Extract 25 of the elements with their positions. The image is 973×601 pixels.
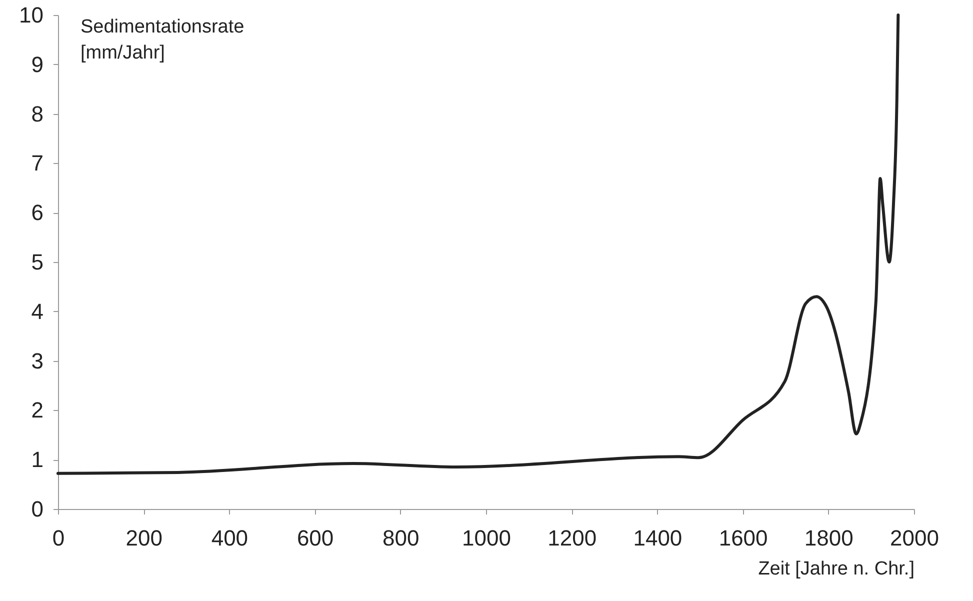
- y-tick-label: 10: [19, 2, 44, 28]
- y-tick-label: 5: [31, 250, 44, 274]
- y-tick-label: 6: [31, 200, 44, 226]
- x-axis-title: Zeit [Jahre n. Chr.]: [758, 558, 914, 580]
- x-tick-label: 1600: [718, 526, 768, 550]
- x-tick-label: 1200: [548, 526, 597, 550]
- x-tick-label: 800: [382, 526, 420, 550]
- x-tick-label: 200: [126, 526, 162, 550]
- x-tick-label: 400: [211, 526, 248, 550]
- line-series: [56, 14, 900, 475]
- y-axis-title: Sedimentationsrate [mm/Jahr]: [80, 16, 244, 64]
- y-tick-label: 9: [31, 52, 44, 77]
- y-tick-label: 7: [31, 150, 44, 176]
- y-tick-label: 4: [31, 298, 44, 324]
- y-tick-label: 2: [31, 398, 44, 423]
- y-tick-label: 8: [31, 101, 44, 126]
- x-tick-label: 1000: [462, 526, 511, 550]
- x-tick-label: 1800: [804, 526, 854, 550]
- y-tick-label: 1: [31, 447, 44, 472]
- y-tick-label: 3: [31, 348, 44, 374]
- x-tick-label: 600: [296, 526, 334, 550]
- x-tick-label: 2000: [890, 526, 939, 550]
- x-tick-label: 1400: [633, 526, 682, 550]
- x-tick-label: 0: [52, 526, 65, 550]
- y-tick-label: 0: [31, 496, 44, 522]
